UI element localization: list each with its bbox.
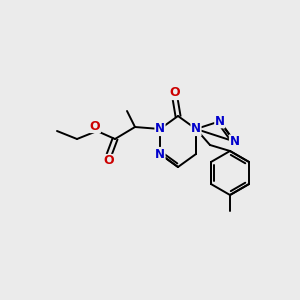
Text: N: N [155, 122, 165, 136]
Text: O: O [170, 86, 180, 100]
Text: N: N [230, 135, 239, 148]
Text: N: N [191, 122, 201, 136]
Text: O: O [90, 119, 100, 133]
Text: O: O [104, 154, 114, 167]
Text: N: N [215, 115, 225, 128]
Text: N: N [155, 148, 165, 160]
